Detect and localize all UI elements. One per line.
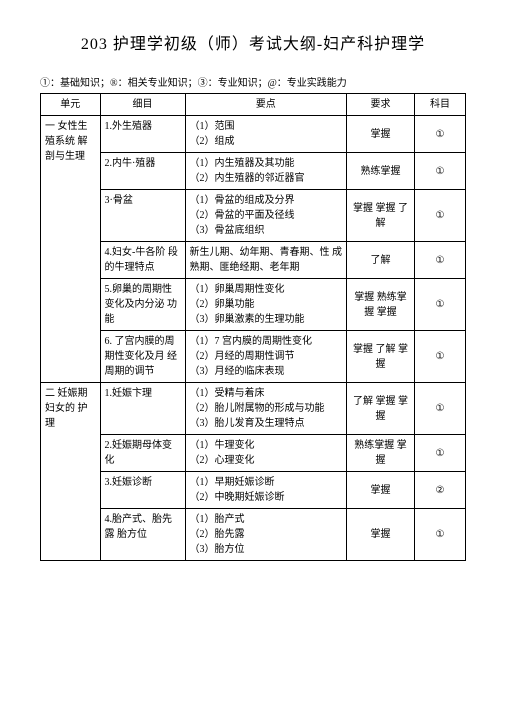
table-row: 2.内牛·殖器（1）内生殖器及其功能 （2）内生殖器的邻近器官熟练掌握① bbox=[41, 153, 466, 190]
points-cell: 新生儿期、幼年期、青春期、性 成熟期、匪绝经期、老年期 bbox=[185, 242, 347, 279]
col-req: 要求 bbox=[347, 94, 415, 116]
subj-cell: ① bbox=[415, 153, 466, 190]
req-cell: 熟练掌握 bbox=[347, 153, 415, 190]
col-detail: 细目 bbox=[100, 94, 185, 116]
req-cell: 掌握 了解 掌握 bbox=[347, 331, 415, 383]
table-row: 5.卵巢的周期性 变化及内分泌 功能（1）卵巢周期性变化 （2）卵巢功能 （3）… bbox=[41, 279, 466, 331]
detail-cell: 5.卵巢的周期性 变化及内分泌 功能 bbox=[100, 279, 185, 331]
subj-cell: ① bbox=[415, 190, 466, 242]
detail-cell: 4.妇女-牛各阶 段的牛理特点 bbox=[100, 242, 185, 279]
req-cell: 掌握 熟练掌 握 掌握 bbox=[347, 279, 415, 331]
table-row: 2.妊娠期母体变 化（1）牛理变化 （2）心理变化熟练掌握 掌握① bbox=[41, 435, 466, 472]
page-title: 203 护理学初级（师）考试大纲-妇产科护理学 bbox=[40, 30, 466, 54]
points-cell: （1）受精与着床 （2）胎儿附属物的形成与功能 （3）胎儿发育及生理特点 bbox=[185, 383, 347, 435]
points-cell: （1）7 宫内膜的周期性变化 （2）月经的周期性调节 （3）月经的临床表现 bbox=[185, 331, 347, 383]
unit-cell: 一 女性生 殖系统 解剖与生理 bbox=[41, 116, 101, 383]
table-row: 3.妊娠诊断（1）早期妊娠诊断 （2）中晚期妊娠诊断掌握② bbox=[41, 472, 466, 509]
table-row: 6. 了宫内膜的周 期性变化及月 经周期的调节（1）7 宫内膜的周期性变化 （2… bbox=[41, 331, 466, 383]
subj-cell: ① bbox=[415, 279, 466, 331]
points-cell: （1）牛理变化 （2）心理变化 bbox=[185, 435, 347, 472]
subj-cell: ② bbox=[415, 472, 466, 509]
req-cell: 掌握 bbox=[347, 509, 415, 561]
table-row: 4.妇女-牛各阶 段的牛理特点新生儿期、幼年期、青春期、性 成熟期、匪绝经期、老… bbox=[41, 242, 466, 279]
detail-cell: 2.妊娠期母体变 化 bbox=[100, 435, 185, 472]
detail-cell: 3.妊娠诊断 bbox=[100, 472, 185, 509]
req-cell: 熟练掌握 掌握 bbox=[347, 435, 415, 472]
detail-cell: 4.胎产式、胎先 露 胎方位 bbox=[100, 509, 185, 561]
table-row: 4.胎产式、胎先 露 胎方位（1）胎产式 （2）胎先露 （3）胎方位掌握① bbox=[41, 509, 466, 561]
req-cell: 掌握 bbox=[347, 116, 415, 153]
req-cell: 了解 掌握 掌握 bbox=[347, 383, 415, 435]
table-row: 一 女性生 殖系统 解剖与生理1.外生殖器（1）范围 （2）组成掌握① bbox=[41, 116, 466, 153]
subj-cell: ① bbox=[415, 242, 466, 279]
detail-cell: 2.内牛·殖器 bbox=[100, 153, 185, 190]
col-subj: 科目 bbox=[415, 94, 466, 116]
points-cell: （1）卵巢周期性变化 （2）卵巢功能 （3）卵巢激素的生理功能 bbox=[185, 279, 347, 331]
detail-cell: 6. 了宫内膜的周 期性变化及月 经周期的调节 bbox=[100, 331, 185, 383]
req-cell: 掌握 bbox=[347, 472, 415, 509]
subj-cell: ① bbox=[415, 435, 466, 472]
subj-cell: ① bbox=[415, 509, 466, 561]
unit-cell: 二 妊娠期 妇女的 护理 bbox=[41, 383, 101, 561]
table-row: 二 妊娠期 妇女的 护理1.妊娠卞理（1）受精与着床 （2）胎儿附属物的形成与功… bbox=[41, 383, 466, 435]
subj-cell: ① bbox=[415, 383, 466, 435]
points-cell: （1）范围 （2）组成 bbox=[185, 116, 347, 153]
req-cell: 掌握 掌握 了解 bbox=[347, 190, 415, 242]
points-cell: （1）内生殖器及其功能 （2）内生殖器的邻近器官 bbox=[185, 153, 347, 190]
col-points: 要点 bbox=[185, 94, 347, 116]
detail-cell: 1.外生殖器 bbox=[100, 116, 185, 153]
col-unit: 单元 bbox=[41, 94, 101, 116]
points-cell: （1）骨盆的组成及分界 （2）骨盆的平面及径线 （3）骨盆底组织 bbox=[185, 190, 347, 242]
detail-cell: 1.妊娠卞理 bbox=[100, 383, 185, 435]
syllabus-table: 单元 细目 要点 要求 科目 一 女性生 殖系统 解剖与生理1.外生殖器（1）范… bbox=[40, 93, 466, 561]
legend-text: ①：基础知识；®：相关专业知识；③：专业知识；@：专业实践能力 bbox=[40, 74, 466, 89]
subj-cell: ① bbox=[415, 116, 466, 153]
points-cell: （1）早期妊娠诊断 （2）中晚期妊娠诊断 bbox=[185, 472, 347, 509]
detail-cell: 3·骨盆 bbox=[100, 190, 185, 242]
req-cell: 了解 bbox=[347, 242, 415, 279]
table-row: 3·骨盆（1）骨盆的组成及分界 （2）骨盆的平面及径线 （3）骨盆底组织掌握 掌… bbox=[41, 190, 466, 242]
subj-cell: ① bbox=[415, 331, 466, 383]
points-cell: （1）胎产式 （2）胎先露 （3）胎方位 bbox=[185, 509, 347, 561]
